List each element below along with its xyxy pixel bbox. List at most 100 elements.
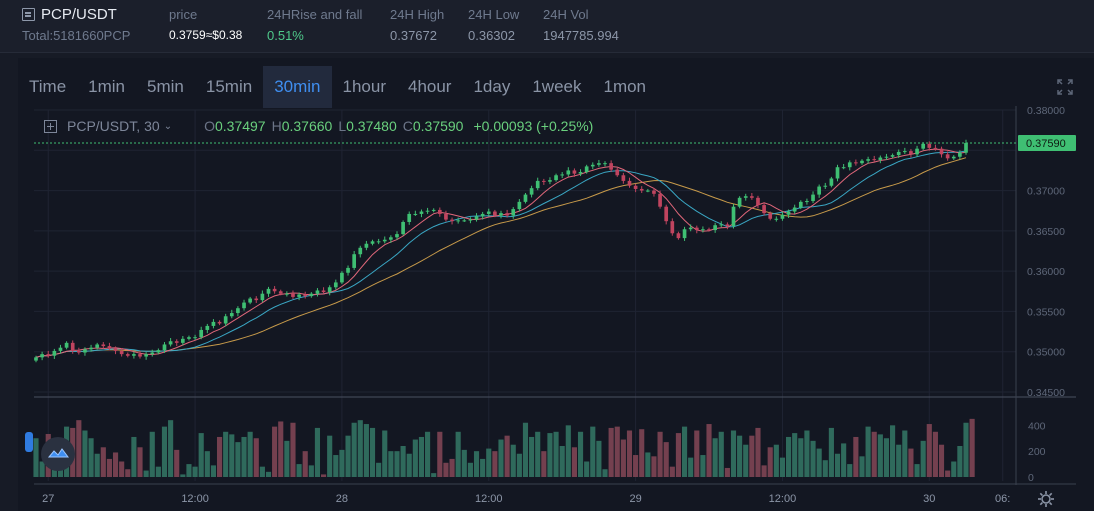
total-supply: Total:5181660PCP	[22, 28, 131, 43]
volume-bar	[755, 427, 761, 477]
tab-4hour[interactable]: 4hour	[407, 77, 452, 96]
tab-time[interactable]: Time	[29, 77, 67, 96]
settings-gear-icon[interactable]	[1037, 490, 1055, 508]
candle-body	[272, 288, 277, 292]
time-tick-label: 29	[629, 493, 641, 505]
tab-1day[interactable]: 1day	[473, 77, 511, 96]
volume-bar	[541, 451, 547, 477]
candle-body	[83, 349, 87, 353]
volume-bar	[143, 470, 149, 477]
price-tick-label: 0.37000	[1027, 186, 1065, 198]
price-tick-label: 0.35500	[1027, 306, 1065, 318]
volume-bar	[645, 452, 651, 477]
candle-body	[174, 341, 179, 343]
candle-body	[713, 225, 717, 231]
time-tick-label: 28	[336, 493, 348, 505]
candle-body	[817, 186, 821, 195]
candle-body	[915, 148, 919, 155]
volume-bar	[565, 425, 571, 477]
volume-bar	[284, 440, 290, 477]
vol-value: 1947785.994	[543, 28, 619, 43]
plus-icon[interactable]	[44, 119, 57, 133]
volume-bar	[651, 456, 657, 477]
volume-bar	[363, 424, 369, 477]
candle-body	[474, 216, 479, 220]
volume-bar	[125, 469, 131, 477]
cloud-logo-icon	[47, 448, 69, 458]
volume-bar	[945, 470, 951, 477]
volume-bar	[504, 435, 510, 477]
volume-bar	[302, 451, 308, 477]
volume-bar	[388, 451, 394, 477]
pair-title[interactable]: PCP/USDT	[22, 6, 117, 23]
candle-body	[633, 185, 638, 189]
volume-bar	[308, 465, 314, 477]
candle-body	[89, 347, 93, 350]
candle-body	[578, 172, 583, 174]
tab-1hour[interactable]: 1hour	[342, 77, 386, 96]
candle-body	[768, 213, 773, 219]
candle-body	[805, 201, 809, 203]
volume-bar	[590, 426, 596, 477]
candle-body	[358, 247, 363, 255]
volume-bar	[908, 448, 914, 477]
pair-label: PCP/USDT	[41, 6, 117, 23]
toolbar-toggle-handle[interactable]	[25, 432, 33, 452]
volume-bar	[265, 471, 272, 477]
volume-bar	[951, 461, 957, 477]
volume-bar	[229, 434, 235, 477]
ma-fast-line	[35, 148, 967, 358]
price-tick-label: 0.36500	[1027, 226, 1065, 238]
price-tick-label: 0.36000	[1027, 266, 1065, 278]
volume-bar	[247, 431, 253, 477]
candle-body	[309, 293, 314, 297]
candle-body	[860, 160, 864, 164]
candle-body	[584, 166, 589, 173]
candle-body	[719, 224, 724, 226]
chevron-down-icon[interactable]: ⌄	[163, 120, 173, 132]
volume-bar	[161, 426, 168, 477]
volume-bar	[639, 429, 645, 477]
candle-body	[462, 220, 467, 222]
legend-close-value: 0.37590	[412, 118, 464, 134]
volume-bar	[718, 431, 724, 477]
volume-bar	[859, 456, 865, 477]
legend-change: +0.00093 (+0.25%)	[473, 118, 594, 134]
price-value: 0.3759≈$0.38	[169, 28, 243, 42]
volume-bar	[357, 420, 363, 477]
candle-body	[444, 213, 448, 220]
fullscreen-icon[interactable]	[1057, 79, 1073, 95]
tab-30min[interactable]: 30min	[263, 66, 332, 108]
candle-body	[774, 218, 779, 220]
candle-body	[95, 344, 100, 348]
candle-body	[780, 214, 785, 219]
volume-bar	[633, 455, 639, 477]
volume-bar	[461, 449, 467, 477]
volume-bar	[406, 453, 412, 477]
candle-body	[40, 354, 44, 358]
tab-5min[interactable]: 5min	[147, 77, 184, 96]
volume-bar	[883, 438, 890, 477]
candle-body	[682, 229, 687, 239]
volume-bar	[822, 460, 828, 477]
volume-bar	[730, 430, 737, 477]
candle-body	[321, 290, 326, 293]
volume-bar	[168, 420, 174, 477]
candle-body	[701, 229, 705, 231]
high-value: 0.37672	[390, 28, 437, 43]
candle-body	[572, 170, 577, 174]
candle-body	[156, 350, 161, 353]
candle-body	[737, 197, 742, 207]
candle-body	[315, 290, 320, 294]
candle-body	[811, 194, 815, 202]
tab-1week[interactable]: 1week	[532, 77, 582, 96]
candle-body	[609, 163, 613, 170]
volume-bar	[798, 438, 804, 477]
low-label: 24H Low	[468, 7, 520, 22]
tab-1min[interactable]: 1min	[88, 77, 126, 96]
high-label: 24H High	[390, 7, 445, 22]
tab-15min[interactable]: 15min	[205, 77, 253, 96]
last-price-tag-label: 0.37590	[1026, 138, 1066, 150]
tab-1mon[interactable]: 1mon	[603, 77, 647, 96]
